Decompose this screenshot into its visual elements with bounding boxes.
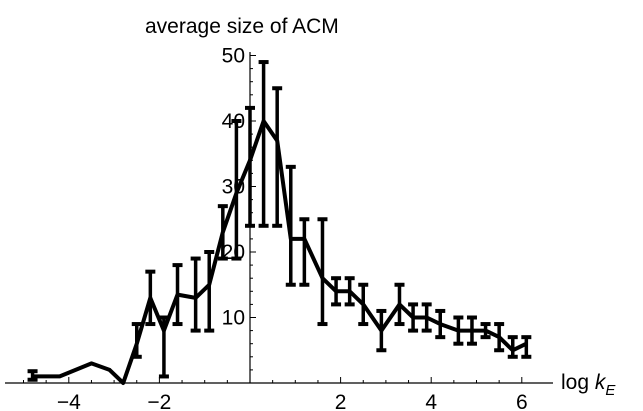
error-bar xyxy=(299,217,310,287)
y-tick-label: 10 xyxy=(222,307,245,330)
x-tick-label: 6 xyxy=(516,391,528,411)
x-tick-label: −2 xyxy=(147,391,171,411)
x-axis-title-var: k xyxy=(595,371,607,394)
error-bar xyxy=(245,105,255,228)
x-tick-label: 2 xyxy=(335,391,347,411)
error-bar xyxy=(258,60,269,228)
error-bar xyxy=(521,335,532,359)
y-axis-title: average size of ACM xyxy=(145,15,339,38)
error-bar xyxy=(507,335,518,359)
series-line xyxy=(32,119,528,385)
x-tick-label: 4 xyxy=(425,391,437,411)
x-tick-label: −4 xyxy=(57,391,81,411)
error-bar xyxy=(272,86,283,228)
x-axis-title: log kE xyxy=(561,371,616,399)
error-bars xyxy=(27,60,532,382)
error-bar xyxy=(190,256,201,333)
x-axis-title-text: log xyxy=(561,371,595,394)
x-axis-title-sub: E xyxy=(605,382,616,399)
error-bar xyxy=(27,369,38,382)
error-bar xyxy=(317,217,328,327)
error-bar xyxy=(204,250,215,333)
y-tick-label: 50 xyxy=(222,45,245,68)
